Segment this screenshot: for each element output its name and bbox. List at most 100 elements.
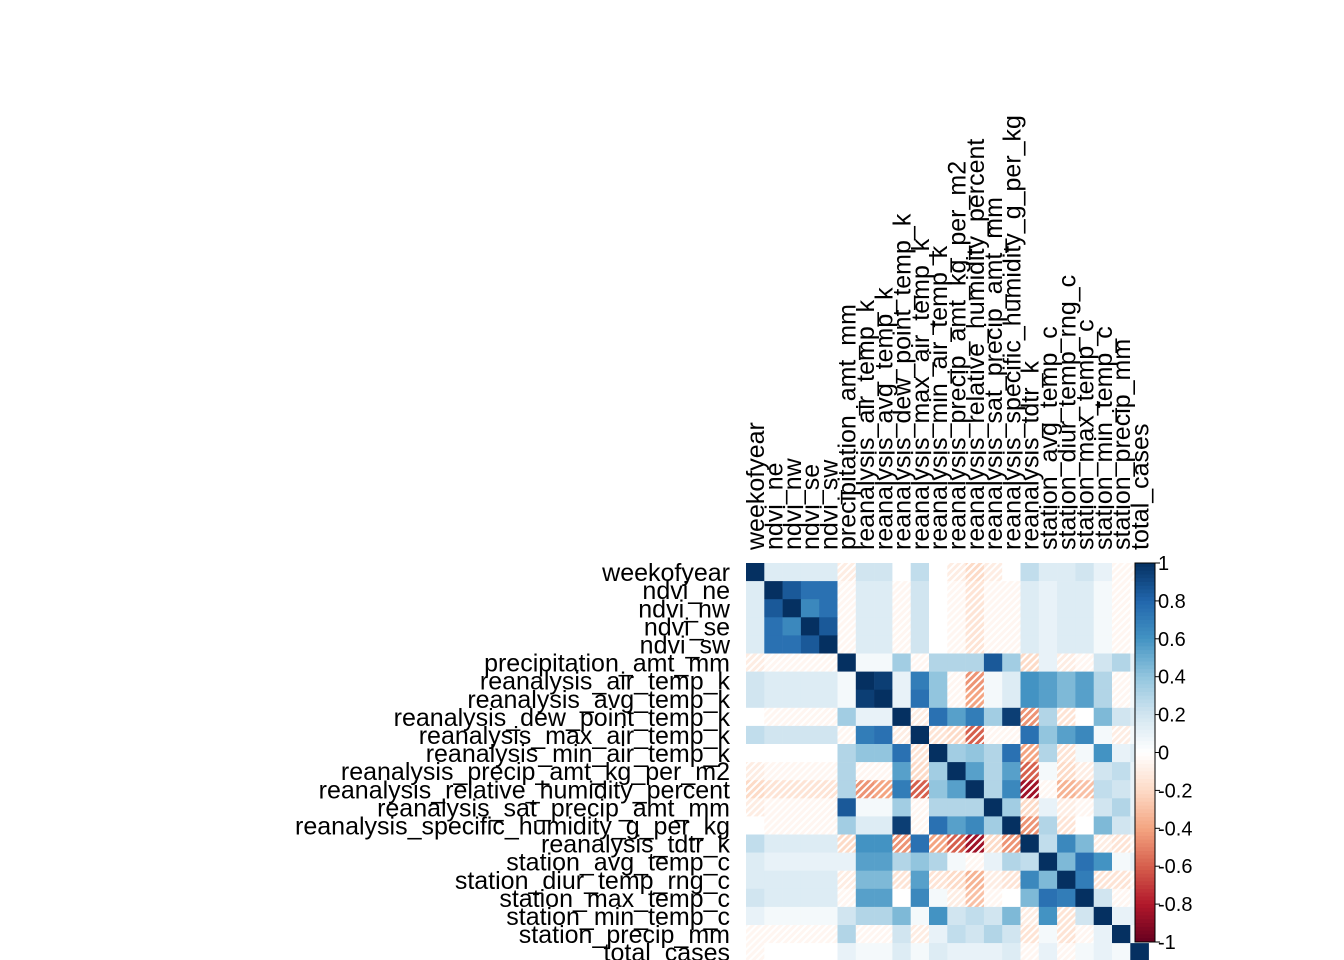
colorbar-segment (1135, 938, 1155, 943)
colorbar-segment (1135, 616, 1155, 621)
heatmap-cell-8-6 (855, 707, 875, 727)
heatmap-cell-21-9 (910, 943, 930, 960)
colorbar-segment (1135, 680, 1155, 685)
colorbar-segment (1135, 646, 1155, 651)
colorbar-segment (1135, 600, 1155, 606)
heatmap-cell-7-20 (1112, 689, 1131, 709)
colorbar-segment (1135, 801, 1155, 807)
heatmap-cell-1-16 (1038, 581, 1058, 600)
heatmap-cell-9-10 (929, 725, 948, 745)
colorbar-segment (1135, 589, 1155, 594)
heatmap-cell-0-8 (892, 563, 911, 582)
heatmap-cell-6-4 (819, 671, 838, 690)
heatmap-cell-1-1 (764, 581, 783, 600)
column-label: precipitation_amt_mm (834, 304, 862, 550)
colorbar-segment (1135, 843, 1155, 848)
heatmap-cell-15-14 (1002, 834, 1021, 853)
colorbar-segment (1135, 638, 1155, 644)
colorbar-tick-label: 1 (1158, 553, 1169, 575)
heatmap-cell-3-2 (782, 617, 802, 636)
heatmap-cell-21-13 (983, 943, 1003, 960)
colorbar-segment (1135, 858, 1155, 863)
heatmap-cell-8-16 (1038, 707, 1058, 727)
heatmap-cell-2-5 (837, 599, 857, 618)
heatmap-cell-0-9 (910, 563, 930, 582)
heatmap-cell-4-16 (1038, 635, 1058, 654)
heatmap-cell-6-8 (892, 671, 911, 690)
heatmap-cell-2-11 (947, 599, 966, 618)
heatmap-cell-11-1 (764, 762, 783, 781)
heatmap-cell-18-3 (800, 888, 820, 908)
heatmap-cell-13-4 (819, 798, 838, 817)
heatmap-cell-9-2 (782, 725, 802, 745)
colorbar-segment (1135, 907, 1155, 913)
row-label: reanalysis_relative_humidity_percent (319, 776, 730, 804)
heatmap-cell-9-1 (764, 725, 783, 745)
heatmap-cell-15-8 (892, 834, 911, 853)
heatmap-cell-9-8 (892, 725, 911, 745)
column-label: station_min_temp_c (1090, 326, 1118, 550)
heatmap-cell-19-4 (819, 906, 838, 926)
heatmap-cell-2-7 (874, 599, 893, 618)
heatmap-cell-5-18 (1075, 653, 1094, 672)
heatmap-cell-19-6 (855, 906, 875, 926)
heatmap-cell-6-7 (874, 671, 893, 690)
heatmap-cell-5-12 (965, 653, 985, 672)
row-label: reanalysis_dew_point_temp_k (394, 704, 731, 732)
column-labels: weekofyearndvi_nendvi_nwndvi_sendvi_swpr… (742, 115, 1154, 551)
colorbar-segment (1135, 904, 1155, 909)
colorbar-segment (1135, 597, 1155, 602)
heatmap-cell-13-17 (1057, 798, 1076, 817)
heatmap-cell-13-14 (1002, 798, 1021, 817)
heatmap-cell-11-12 (965, 762, 985, 781)
heatmap-cell-11-15 (1020, 762, 1040, 781)
colorbar-segment (1135, 930, 1155, 935)
heatmap-cell-11-17 (1057, 762, 1076, 781)
colorbar-segment (1135, 695, 1155, 700)
heatmap-cell-9-11 (947, 725, 966, 745)
heatmap-cell-7-7 (874, 689, 893, 709)
heatmap-cell-14-15 (1020, 816, 1040, 835)
heatmap-cell-15-15 (1020, 834, 1040, 853)
heatmap-cell-19-14 (1002, 906, 1021, 926)
heatmap-cell-14-4 (819, 816, 838, 835)
heatmap-cell-3-16 (1038, 617, 1058, 636)
heatmap-cell-15-7 (874, 834, 893, 853)
heatmap-cell-13-20 (1112, 798, 1131, 817)
heatmap-cell-7-10 (929, 689, 948, 709)
heatmap-cell-14-6 (855, 816, 875, 835)
colorbar-segment (1135, 794, 1155, 799)
heatmap-cell-7-11 (947, 689, 966, 709)
heatmap-cell-14-14 (1002, 816, 1021, 835)
heatmap-cell-3-17 (1057, 617, 1076, 636)
heatmap-cell-13-11 (947, 798, 966, 817)
heatmap-cell-10-18 (1075, 744, 1094, 763)
heatmap-cell-9-12 (965, 725, 985, 745)
heatmap-cell-15-10 (929, 834, 948, 853)
colorbar-segment (1135, 741, 1155, 746)
heatmap-cell-5-1 (764, 653, 783, 672)
heatmap-cell-19-9 (910, 906, 930, 926)
heatmap-cell-2-15 (1020, 599, 1040, 618)
heatmap-cell-10-6 (855, 744, 875, 763)
colorbar-segment (1135, 684, 1155, 689)
colorbar-segment (1135, 775, 1155, 780)
heatmap-cell-10-7 (874, 744, 893, 763)
colorbar-segment (1135, 608, 1155, 613)
heatmap-cell-15-4 (819, 834, 838, 853)
heatmap-cell-17-15 (1020, 870, 1040, 890)
heatmap-cell-14-13 (983, 816, 1003, 835)
heatmap-cell-8-12 (965, 707, 985, 727)
heatmap-cell-3-8 (892, 617, 911, 636)
heatmap-cell-16-11 (947, 852, 966, 871)
heatmap-cell-20-5 (837, 925, 857, 944)
heatmap-cell-11-0 (746, 762, 765, 781)
heatmap-cell-8-4 (819, 707, 838, 727)
heatmap-cell-10-20 (1112, 744, 1131, 763)
heatmap-cell-8-3 (800, 707, 820, 727)
heatmap-cell-0-18 (1075, 563, 1094, 582)
heatmap-cell-4-14 (1002, 635, 1021, 654)
colorbar-segment (1135, 737, 1155, 742)
colorbar-segment (1135, 563, 1155, 568)
colorbar-segment (1135, 752, 1155, 757)
